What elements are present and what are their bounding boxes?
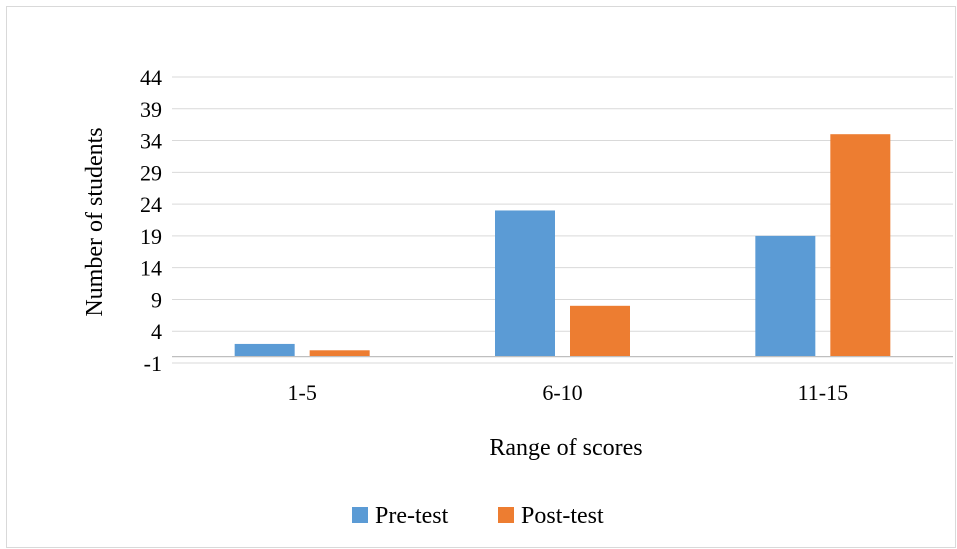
y-tick-label: 39: [140, 97, 162, 122]
y-axis-title: Number of students: [82, 127, 108, 316]
x-tick-labels: 1-5 6-10 11-15: [288, 380, 849, 405]
x-tick-label: 6-10: [542, 380, 582, 405]
bar-pre-test-1-5: [234, 343, 295, 357]
y-tick-label: -1: [144, 351, 162, 376]
y-tick-label: 14: [140, 256, 162, 281]
y-tick-label: 19: [140, 224, 162, 249]
y-tick-label: 44: [140, 65, 162, 90]
y-tick-labels: -1 4 9 14 19 24 29 34 39 44: [140, 65, 162, 376]
legend-swatch-post-test: [498, 507, 514, 523]
y-tick-label: 9: [151, 287, 162, 312]
bar-post-test-6-10: [570, 305, 630, 357]
y-tick-label: 34: [140, 129, 162, 154]
x-tick-label: 11-15: [798, 380, 849, 405]
legend-label: Post-test: [521, 503, 604, 529]
x-axis-title: Range of scores: [489, 435, 642, 461]
bar-pre-test-6-10: [495, 210, 555, 357]
y-tick-label: 29: [140, 160, 162, 185]
legend-label: Pre-test: [375, 503, 449, 529]
bar-post-test-1-5: [309, 350, 370, 357]
bars: [234, 134, 891, 357]
bar-post-test-11-15: [830, 134, 891, 357]
legend: Pre-test Post-test: [352, 503, 604, 529]
y-tick-label: 4: [151, 319, 162, 344]
legend-swatch-pre-test: [352, 507, 368, 523]
y-tick-label: 24: [140, 192, 162, 217]
bar-pre-test-11-15: [755, 235, 816, 357]
gridlines: [172, 76, 953, 364]
x-tick-label: 1-5: [288, 380, 317, 405]
